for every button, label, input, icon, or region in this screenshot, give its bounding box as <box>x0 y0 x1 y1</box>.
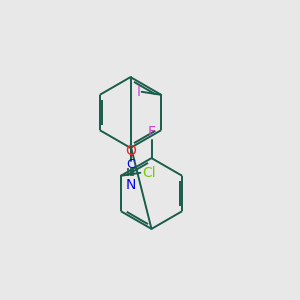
Text: N: N <box>125 178 136 192</box>
Text: C: C <box>126 158 135 171</box>
Text: F: F <box>148 125 155 139</box>
Text: I: I <box>137 85 141 99</box>
Text: O: O <box>125 144 136 158</box>
Text: Cl: Cl <box>142 166 155 180</box>
